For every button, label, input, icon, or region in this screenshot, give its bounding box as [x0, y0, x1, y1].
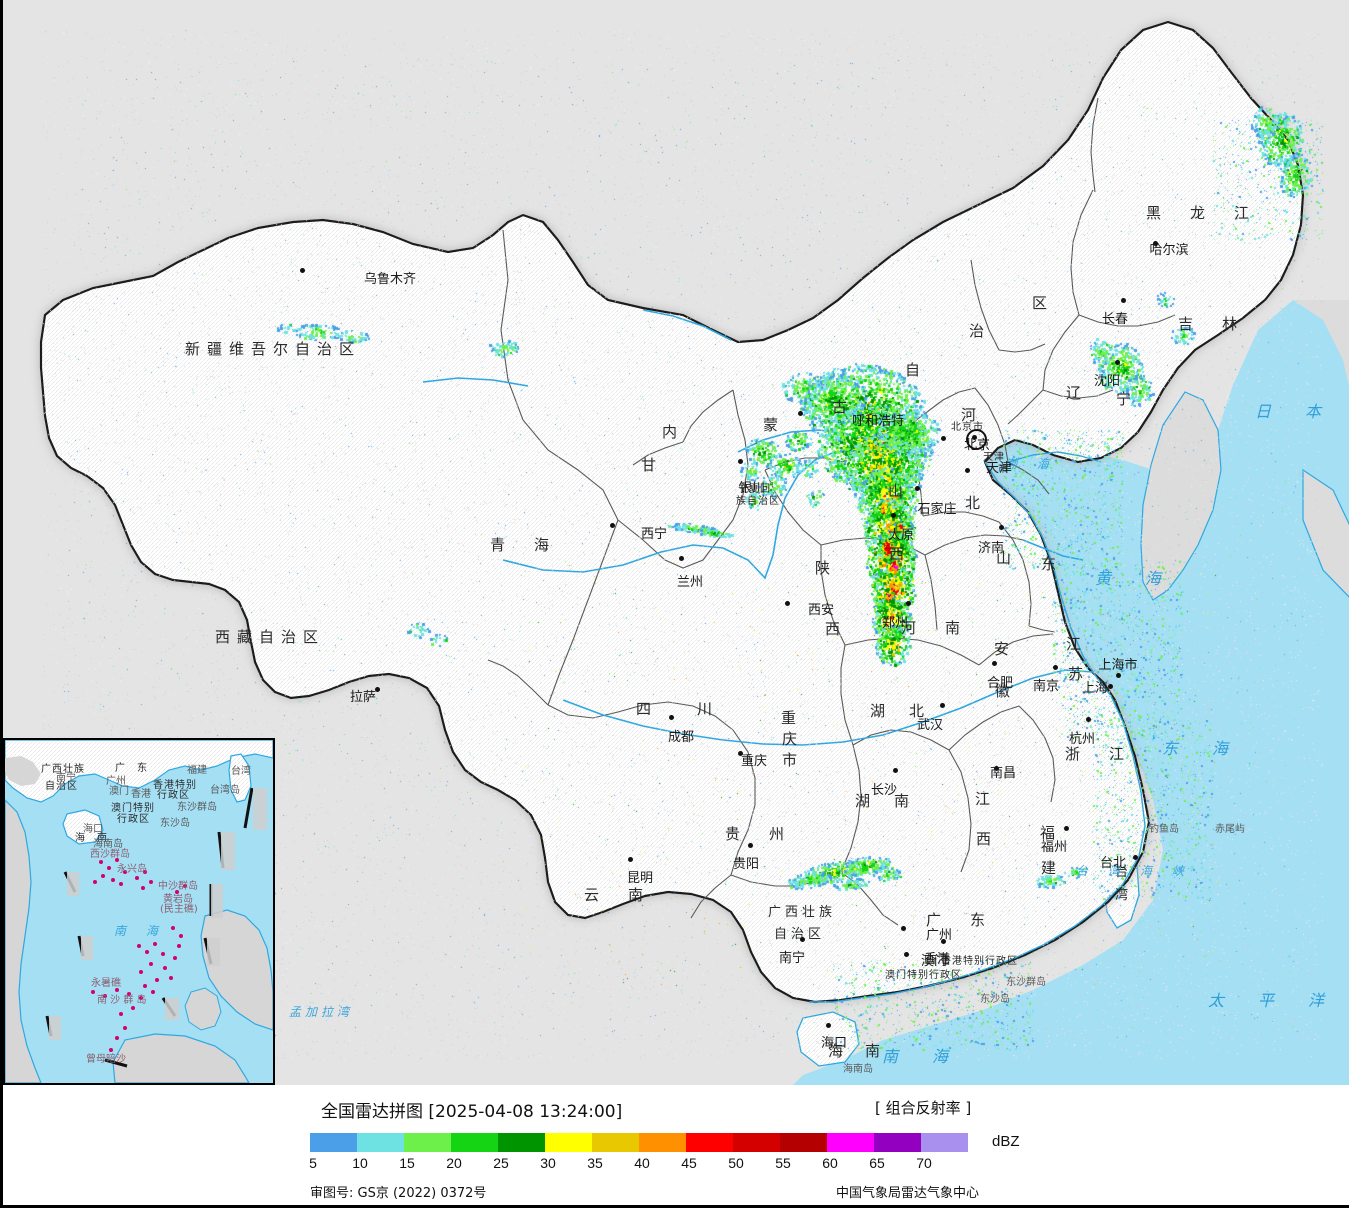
- capital-marker-beijing: [966, 429, 987, 450]
- colorbar-tick-50: 50: [728, 1155, 744, 1171]
- city-marker-26: [800, 937, 805, 942]
- city-marker-4: [738, 459, 743, 464]
- colorbar-ticks: 5 10 15 20 25 30 35 40 45 50 55 60 65 70: [309, 1155, 1010, 1173]
- city-marker-12: [906, 601, 911, 606]
- legend-title: 全国雷达拼图 [2025-04-08 13:24:00]: [321, 1102, 623, 1122]
- city-marker-3: [679, 556, 684, 561]
- colorbar-swatch-65[interactable]: [874, 1133, 921, 1152]
- colorbar-tick-15: 15: [399, 1155, 415, 1171]
- city-marker-33: [1121, 298, 1126, 303]
- city-marker-1: [375, 687, 380, 692]
- colorbar-tick-40: 40: [634, 1155, 650, 1171]
- colorbar-tick-5: 5: [309, 1155, 317, 1171]
- city-marker-30: [826, 1023, 831, 1028]
- city-marker-0: [300, 268, 305, 273]
- city-marker-17: [1086, 717, 1091, 722]
- colorbar-swatch-40[interactable]: [639, 1133, 686, 1152]
- colorbar-swatch-5[interactable]: [310, 1133, 357, 1152]
- city-marker-14: [1053, 665, 1058, 670]
- legend-mode-label: [ 组合反射率 ]: [875, 1099, 972, 1117]
- city-marker-31: [1133, 855, 1138, 860]
- colorbar-tick-20: 20: [446, 1155, 462, 1171]
- city-marker-23: [738, 751, 743, 756]
- city-marker-9: [999, 525, 1004, 530]
- footer-approval-number: 审图号: GS京 (2022) 0372号: [310, 1186, 487, 1201]
- colorbar-swatch-60[interactable]: [827, 1133, 874, 1152]
- colorbar-tick-35: 35: [587, 1155, 603, 1171]
- colorbar-tick-65: 65: [869, 1155, 885, 1171]
- city-marker-19: [994, 766, 999, 771]
- inset-map-svg: [5, 740, 273, 1083]
- city-marker-6: [941, 436, 946, 441]
- city-marker-24: [748, 843, 753, 848]
- city-marker-18: [940, 703, 945, 708]
- colorbar-swatch-55[interactable]: [780, 1133, 827, 1152]
- colorbar-tick-55: 55: [775, 1155, 791, 1171]
- colorbar-swatch-35[interactable]: [592, 1133, 639, 1152]
- reef-dots: [91, 858, 187, 1052]
- colorbar-unit-label: dBZ: [992, 1133, 1020, 1150]
- colorbar-swatch-20[interactable]: [451, 1133, 498, 1152]
- colorbar-swatch-30[interactable]: [545, 1133, 592, 1152]
- city-marker-16: [1116, 673, 1121, 678]
- colorbar-tick-25: 25: [493, 1155, 509, 1171]
- colorbar-swatch-15[interactable]: [404, 1133, 451, 1152]
- radar-map-panel[interactable]: 新疆维吾尔自治区 西藏自治区青 海甘内蒙古自治区黑 龙 江吉 林辽宁河北山西陕西山…: [0, 0, 1349, 1085]
- footer-organization: 中国气象局雷达气象中心: [836, 1186, 980, 1201]
- colorbar-swatch-25[interactable]: [498, 1133, 545, 1152]
- city-marker-27: [901, 926, 906, 931]
- city-marker-7: [965, 468, 970, 473]
- city-marker-5: [798, 411, 803, 416]
- colorbar-swatch-50[interactable]: [733, 1133, 780, 1152]
- colorbar-tick-30: 30: [540, 1155, 556, 1171]
- city-marker-22: [669, 715, 674, 720]
- city-marker-2: [610, 523, 615, 528]
- colorbar-tick-45: 45: [681, 1155, 697, 1171]
- colorbar-swatch-45[interactable]: [686, 1133, 733, 1152]
- city-marker-15: [1108, 684, 1113, 689]
- city-marker-11: [785, 601, 790, 606]
- colorbar-swatch-70[interactable]: [921, 1133, 968, 1152]
- colorbar-tick-70: 70: [916, 1155, 932, 1171]
- city-marker-28: [941, 939, 946, 944]
- city-marker-10: [891, 513, 896, 518]
- south-china-sea-inset[interactable]: 广西壮族 自治区 南宁广 东广州 澳门 香港 香港特别 行政区 澳门特别 行政区 福建 台湾 台湾岛东…: [3, 738, 275, 1085]
- city-marker-34: [1153, 241, 1158, 246]
- colorbar-tick-60: 60: [822, 1155, 838, 1171]
- city-marker-13: [992, 661, 997, 666]
- colorbar[interactable]: [310, 1133, 968, 1152]
- city-marker-25: [628, 857, 633, 862]
- city-marker-21: [1064, 826, 1069, 831]
- city-marker-20: [893, 768, 898, 773]
- city-marker-8: [915, 486, 920, 491]
- city-marker-29: [904, 952, 909, 957]
- colorbar-swatch-10[interactable]: [357, 1133, 404, 1152]
- city-marker-32: [1115, 360, 1120, 365]
- colorbar-tick-10: 10: [352, 1155, 368, 1171]
